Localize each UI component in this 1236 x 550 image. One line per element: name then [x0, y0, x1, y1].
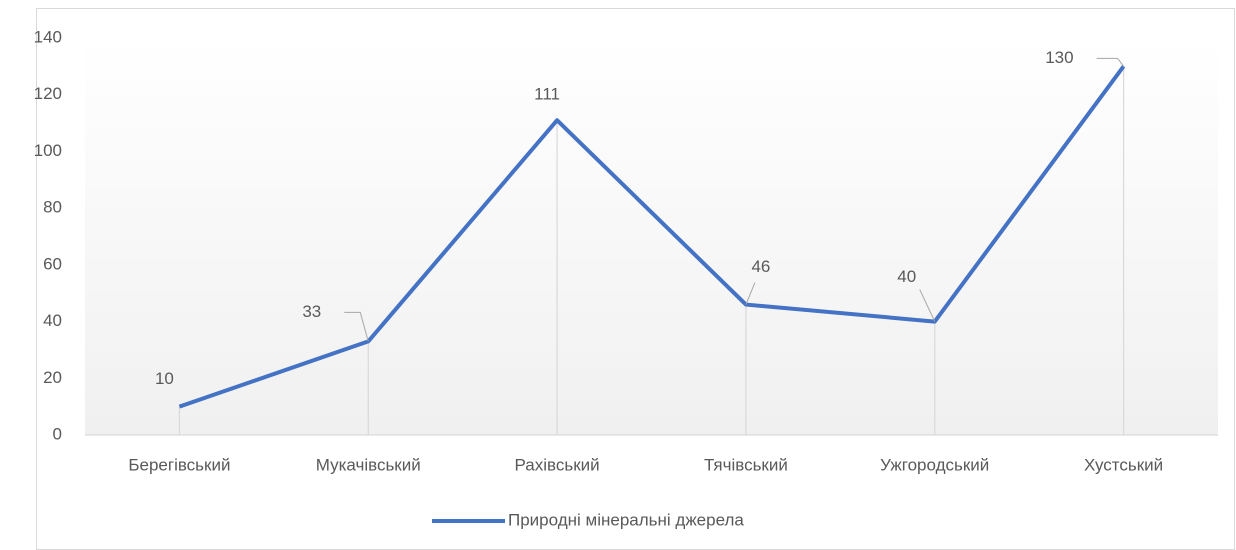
legend-label: Природні мінеральні джерела	[508, 510, 744, 529]
y-tick-label: 40	[43, 311, 62, 330]
plot-area	[85, 38, 1218, 435]
leader-line	[1096, 57, 1124, 67]
data-label: 10	[155, 369, 174, 388]
x-tick-label: Берегівський	[128, 455, 230, 474]
leader-line	[344, 311, 369, 342]
y-tick-label: 80	[43, 198, 62, 217]
y-tick-label: 100	[34, 141, 62, 160]
y-tick-label: 140	[34, 27, 62, 46]
y-tick-label: 60	[43, 254, 62, 273]
leader-line	[919, 289, 936, 322]
data-label: 33	[302, 302, 321, 321]
y-tick-label: 20	[43, 368, 62, 387]
leader-line	[745, 282, 756, 305]
data-label: 111	[534, 85, 560, 104]
data-label: 130	[1045, 48, 1073, 67]
x-tick-label: Рахівський	[515, 455, 600, 474]
data-label: 46	[751, 257, 770, 276]
x-tick-label: Хустський	[1084, 455, 1163, 474]
x-tick-label: Ужгородський	[880, 455, 989, 474]
x-tick-label: Мукачівський	[316, 455, 421, 474]
y-tick-label: 0	[53, 424, 62, 443]
x-tick-label: Тячівський	[704, 455, 788, 474]
data-label: 40	[897, 267, 916, 286]
series-line	[178, 65, 1126, 409]
y-tick-label: 120	[34, 84, 62, 103]
